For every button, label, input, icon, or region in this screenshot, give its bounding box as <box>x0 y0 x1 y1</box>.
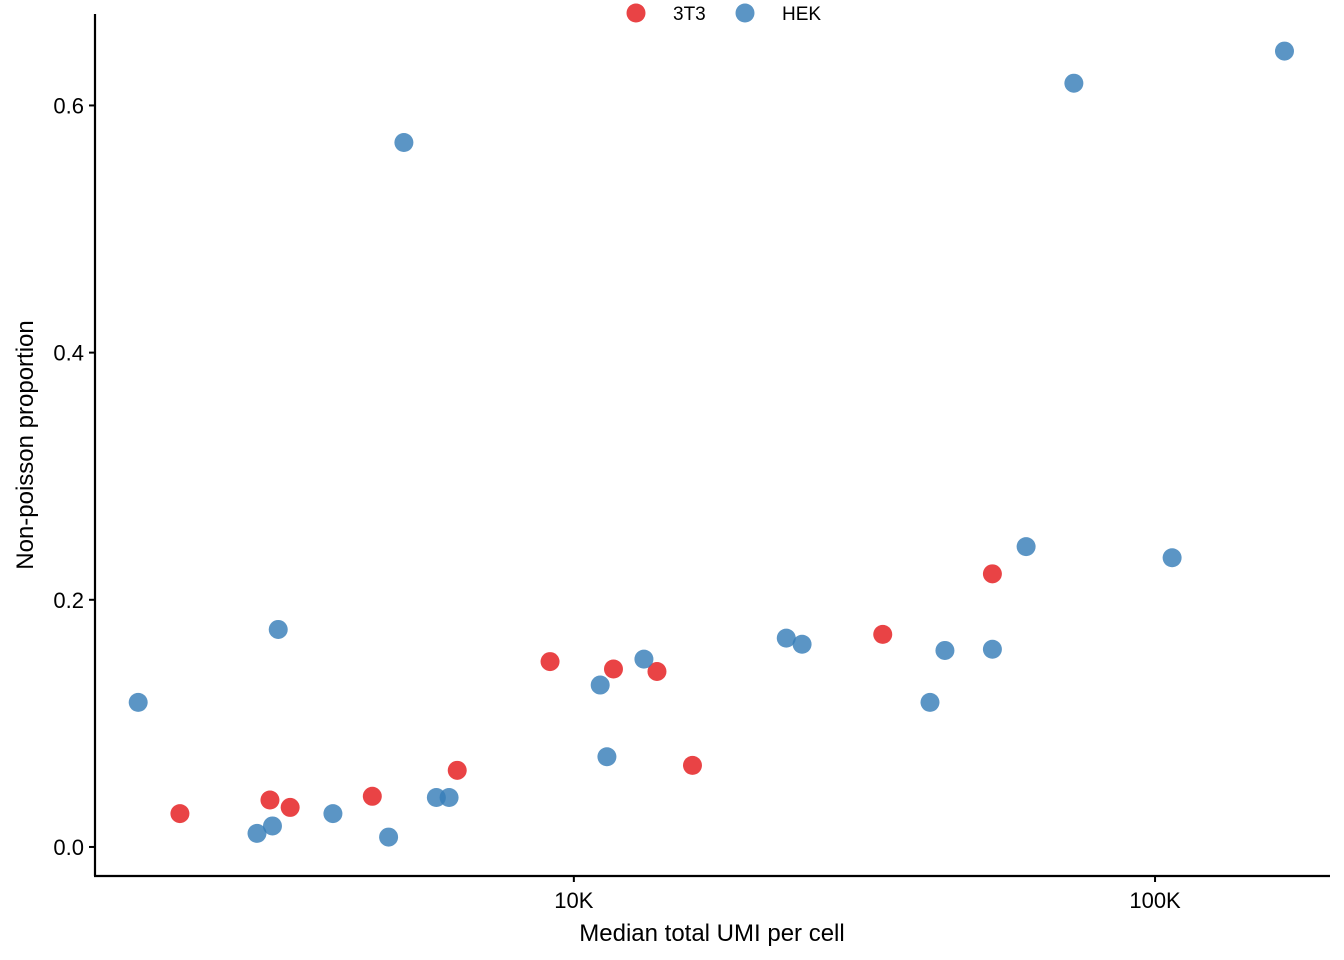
data-point <box>170 804 190 824</box>
ticks: 0.0 0.2 0.4 0.6 10K 100K <box>53 93 1181 913</box>
data-point <box>1162 548 1182 568</box>
data-point <box>682 755 702 775</box>
data-point <box>1016 537 1036 557</box>
data-point <box>262 816 282 836</box>
data-point <box>647 661 667 681</box>
legend-label: 3T3 <box>673 4 706 25</box>
y-tick-label: 0.4 <box>53 341 84 366</box>
x-tick-label: 10K <box>554 888 593 913</box>
legend-swatch <box>626 3 646 23</box>
data-point <box>280 797 300 817</box>
data-point <box>439 788 459 808</box>
data-point <box>603 659 623 679</box>
plot-points <box>128 41 1294 847</box>
data-point <box>590 675 610 695</box>
data-point <box>982 639 1002 659</box>
data-point <box>792 634 812 654</box>
data-point <box>379 827 399 847</box>
data-point <box>247 823 267 843</box>
y-tick-label: 0.2 <box>53 588 84 613</box>
data-point <box>982 564 1002 584</box>
data-point <box>394 133 414 153</box>
data-point <box>323 804 343 824</box>
data-point <box>776 628 796 648</box>
data-point <box>260 790 280 810</box>
series-hek <box>128 41 1294 847</box>
x-tick-label: 100K <box>1129 888 1181 913</box>
data-point <box>634 649 654 669</box>
x-axis-title: Median total UMI per cell <box>579 920 844 947</box>
data-point <box>597 747 617 767</box>
legend: 3T3 HEK <box>626 3 821 25</box>
data-point <box>447 760 467 780</box>
legend-label: HEK <box>782 4 821 25</box>
series-3t3 <box>170 564 1002 824</box>
data-point <box>873 624 893 644</box>
data-point <box>1274 41 1294 61</box>
data-point <box>540 652 560 672</box>
y-tick-label: 0.0 <box>53 835 84 860</box>
y-axis-title: Non-poisson proportion <box>12 320 39 569</box>
data-point <box>362 786 382 806</box>
legend-swatch <box>735 3 755 23</box>
data-point <box>935 640 955 660</box>
data-point <box>1064 73 1084 93</box>
data-point <box>268 619 288 639</box>
data-point <box>128 692 148 712</box>
axes <box>93 14 1330 878</box>
data-point <box>920 692 940 712</box>
y-tick-label: 0.6 <box>53 93 84 118</box>
